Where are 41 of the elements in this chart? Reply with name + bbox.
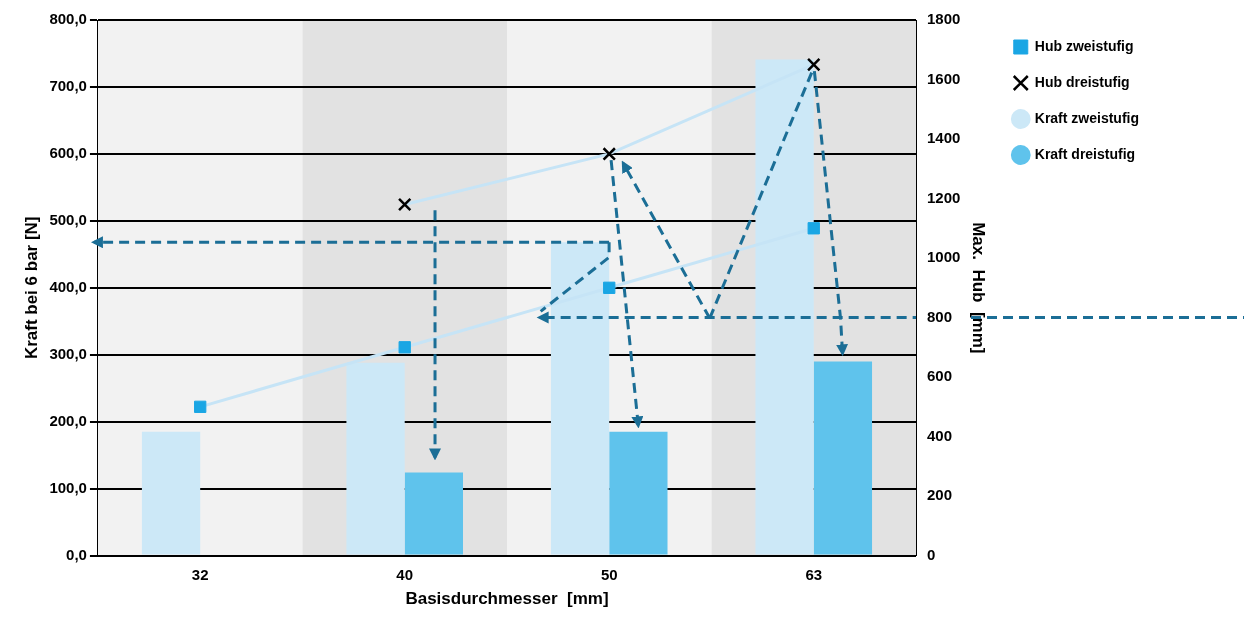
y2-tick-label: 1400: [927, 129, 961, 147]
x-tick-label: 63: [805, 565, 823, 583]
legend-label: Hub zweistufig: [1034, 37, 1134, 54]
point: [603, 281, 616, 294]
y2-tick-label: 1800: [927, 10, 961, 28]
y2-tick-label: 1600: [927, 69, 961, 87]
y2-tick-label: 400: [927, 426, 953, 444]
y-tick-label: 100,0: [49, 478, 87, 496]
y-tick-label: 700,0: [49, 77, 87, 95]
y-tick-label: 800,0: [49, 10, 87, 28]
bar: [404, 472, 463, 555]
x-tick-label: 32: [191, 565, 209, 583]
y2-tick-label: 800: [927, 307, 953, 325]
y-tick-label: 400,0: [49, 277, 87, 295]
y-tick-label: 500,0: [49, 210, 87, 228]
bar: [609, 431, 668, 555]
y-axis-title: Kraft bei 6 bar [N]: [21, 216, 41, 360]
y2-tick-label: 200: [927, 486, 953, 504]
y-tick-label: 200,0: [49, 411, 87, 429]
legend-label: Hub dreistufig: [1034, 73, 1130, 90]
point: [806, 57, 821, 72]
legend-label: Kraft zweistufig: [1034, 109, 1140, 126]
y2-axis-title: Max. Hub [mm]: [968, 222, 988, 354]
x-tick-label: 40: [396, 565, 414, 583]
point: [398, 341, 411, 354]
y-tick-label: 300,0: [49, 344, 87, 362]
x-tick-label: 50: [600, 565, 618, 583]
point: [194, 400, 207, 413]
legend-label: Kraft dreistufig: [1034, 145, 1136, 162]
bar: [141, 431, 201, 555]
y2-tick-label: 600: [927, 367, 953, 385]
y-tick-label: 600,0: [49, 144, 87, 162]
point: [807, 222, 820, 235]
point: [397, 197, 412, 212]
x-axis-title: Basisdurchmesser [mm]: [405, 589, 609, 609]
y2-tick-label: 1000: [927, 248, 961, 266]
y-tick-label: 0,0: [66, 545, 87, 563]
bar: [813, 361, 873, 555]
y2-tick-label: 0: [927, 545, 936, 563]
y2-tick-label: 1200: [927, 188, 961, 206]
point: [602, 146, 617, 161]
